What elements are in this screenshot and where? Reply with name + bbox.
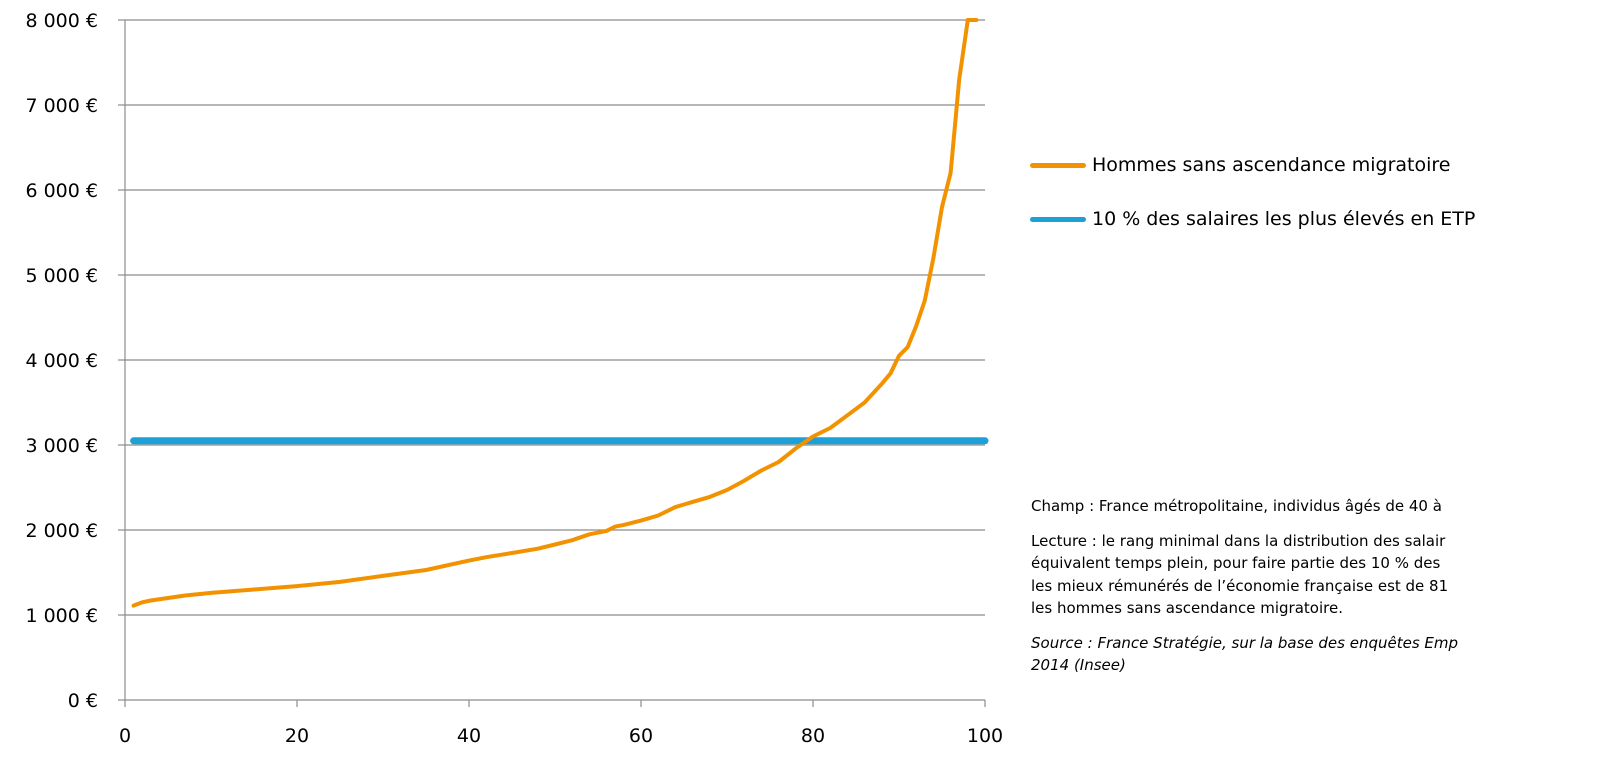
x-tick-label: 100 <box>967 725 1003 747</box>
legend-item-1: Hommes sans ascendance migratoire <box>1030 148 1475 182</box>
y-tick-label: 1 000 € <box>25 605 98 627</box>
y-tick-label: 6 000 € <box>25 180 98 202</box>
note-champ: Champ : France métropolitaine, individus… <box>1031 497 1442 515</box>
x-tick-label: 80 <box>801 725 825 747</box>
chart-notes: Champ : France métropolitaine, individus… <box>1031 495 1621 689</box>
y-tick-label: 2 000 € <box>25 520 98 542</box>
legend-item-2: 10 % des salaires les plus élevés en ETP <box>1030 202 1475 236</box>
x-tick-label: 40 <box>457 725 481 747</box>
gridlines <box>125 19 985 616</box>
legend-swatch-1 <box>1030 162 1086 168</box>
series-lines <box>130 18 989 608</box>
legend-label-2: 10 % des salaires les plus élevés en ETP <box>1092 208 1476 230</box>
y-tick-labels: 0 € 1 000 € 2 000 € 3 000 € 4 000 € 5 000 € 6 … <box>25 10 98 712</box>
legend: Hommes sans ascendance migratoire 10 % d… <box>1030 148 1475 256</box>
x-tick-label: 20 <box>285 725 309 747</box>
x-tick-labels: 0 20 40 60 80 100 <box>119 725 1003 747</box>
axes <box>118 19 986 707</box>
legend-label-1: Hommes sans ascendance migratoire <box>1092 154 1451 176</box>
y-tick-label: 5 000 € <box>25 265 98 287</box>
series-line-1 <box>131 18 979 608</box>
y-tick-label: 8 000 € <box>25 10 98 32</box>
line-chart: 0 € 1 000 € 2 000 € 3 000 € 4 000 € 5 000 € 6 … <box>25 10 1003 747</box>
y-tick-label: 4 000 € <box>25 350 98 372</box>
x-tick-label: 60 <box>629 725 653 747</box>
note-source: Source : France Stratégie, sur la base d… <box>1031 633 1459 675</box>
legend-swatch-2 <box>1030 216 1086 222</box>
y-tick-label: 7 000 € <box>25 95 98 117</box>
y-tick-label: 0 € <box>68 690 98 712</box>
x-tick-label: 0 <box>119 725 131 747</box>
y-tick-label: 3 000 € <box>25 435 98 457</box>
note-lecture: Lecture : le rang minimal dans la distri… <box>1031 531 1449 618</box>
